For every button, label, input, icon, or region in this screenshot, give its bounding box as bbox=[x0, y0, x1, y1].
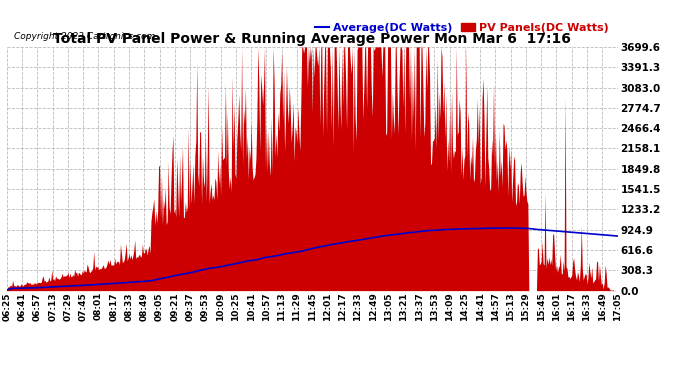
Text: Copyright 2023 Cartronics.com: Copyright 2023 Cartronics.com bbox=[14, 32, 155, 41]
Title: Total PV Panel Power & Running Average Power Mon Mar 6  17:16: Total PV Panel Power & Running Average P… bbox=[53, 32, 571, 46]
Legend: Average(DC Watts), PV Panels(DC Watts): Average(DC Watts), PV Panels(DC Watts) bbox=[315, 23, 609, 33]
